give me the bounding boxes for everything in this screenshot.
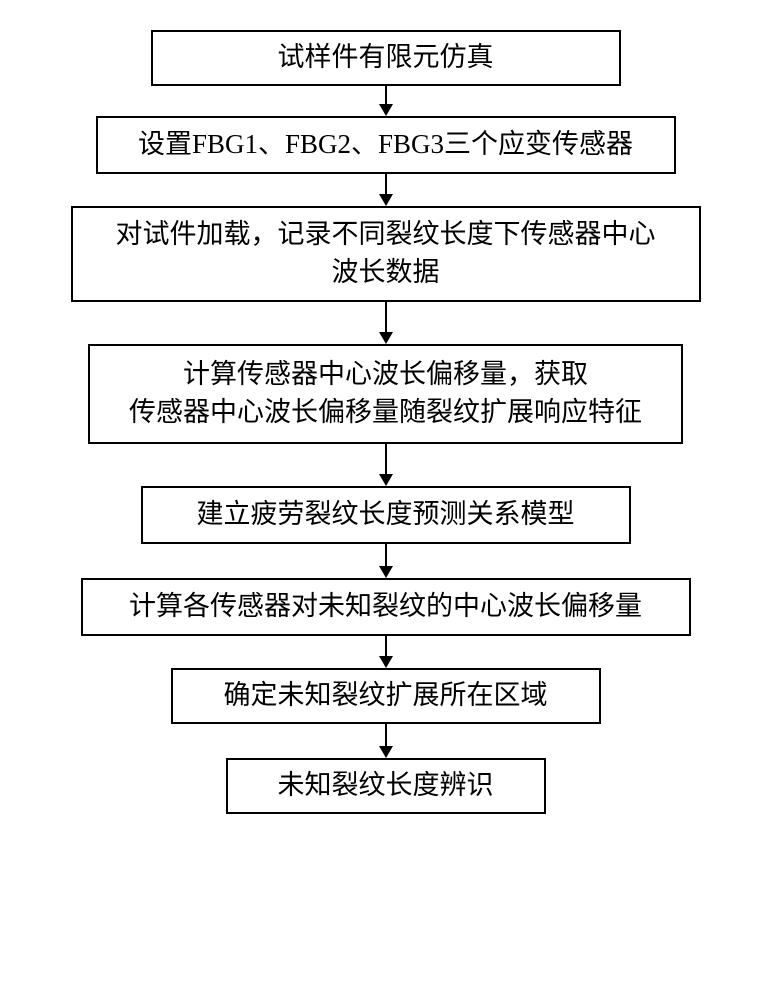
flowchart-node-6: 计算各传感器对未知裂纹的中心波长偏移量 [81,578,691,636]
arrow-head-icon [379,474,393,486]
arrow-head-icon [379,104,393,116]
flowchart-arrow [379,724,393,758]
node-text-line-1: 对试件加载，记录不同裂纹长度下传感器中心 [116,216,656,254]
flowchart-arrow [379,544,393,578]
arrow-head-icon [379,746,393,758]
arrow-line [385,636,387,656]
node-text: 建立疲劳裂纹长度预测关系模型 [197,496,575,534]
arrow-head-icon [379,656,393,668]
node-text-line-2: 波长数据 [332,254,440,292]
flowchart-container: 试样件有限元仿真 设置FBG1、FBG2、FBG3三个应变传感器 对试件加载，记… [71,30,701,814]
node-text: 确定未知裂纹扩展所在区域 [224,677,548,715]
flowchart-node-8: 未知裂纹长度辨识 [226,758,546,814]
node-text-line-2: 传感器中心波长偏移量随裂纹扩展响应特征 [129,394,642,432]
arrow-line [385,544,387,566]
arrow-head-icon [379,566,393,578]
flowchart-node-1: 试样件有限元仿真 [151,30,621,86]
flowchart-arrow [379,444,393,486]
node-text-line-1: 计算传感器中心波长偏移量，获取 [183,356,588,394]
arrow-head-icon [379,332,393,344]
node-text: 设置FBG1、FBG2、FBG3三个应变传感器 [138,126,633,164]
flowchart-arrow [379,636,393,668]
flowchart-node-4: 计算传感器中心波长偏移量，获取 传感器中心波长偏移量随裂纹扩展响应特征 [88,344,683,444]
flowchart-arrow [379,302,393,344]
node-text: 计算各传感器对未知裂纹的中心波长偏移量 [129,588,642,626]
flowchart-node-2: 设置FBG1、FBG2、FBG3三个应变传感器 [96,116,676,174]
node-text: 试样件有限元仿真 [278,39,494,77]
flowchart-node-7: 确定未知裂纹扩展所在区域 [171,668,601,724]
flowchart-node-5: 建立疲劳裂纹长度预测关系模型 [141,486,631,544]
arrow-line [385,86,387,104]
arrow-line [385,302,387,332]
flowchart-arrow [379,174,393,206]
flowchart-node-3: 对试件加载，记录不同裂纹长度下传感器中心 波长数据 [71,206,701,302]
arrow-line [385,444,387,474]
arrow-head-icon [379,194,393,206]
arrow-line [385,724,387,746]
arrow-line [385,174,387,194]
node-text: 未知裂纹长度辨识 [278,767,494,805]
flowchart-arrow [379,86,393,116]
